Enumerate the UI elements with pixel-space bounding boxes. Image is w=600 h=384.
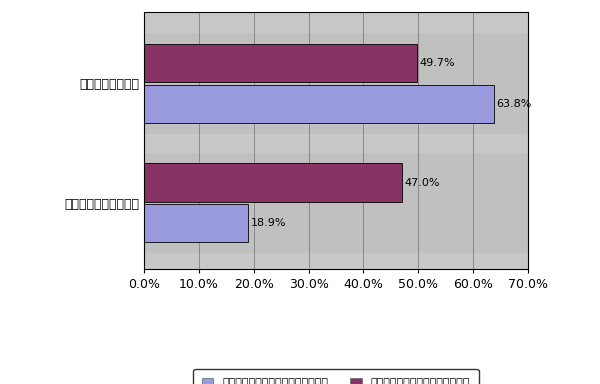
Bar <box>144 84 494 123</box>
Legend: 心の疲弊感を感じていないグループ, 心の疲弊感を感じているグループ: 心の疲弊感を感じていないグループ, 心の疲弊感を感じているグループ <box>193 369 479 384</box>
Bar <box>144 153 528 253</box>
Text: 18.9%: 18.9% <box>250 218 286 228</box>
Bar <box>144 44 416 82</box>
Text: 49.7%: 49.7% <box>419 58 455 68</box>
Bar <box>144 204 248 242</box>
Text: 63.8%: 63.8% <box>497 99 532 109</box>
Bar <box>144 33 528 134</box>
Text: 47.0%: 47.0% <box>404 178 440 188</box>
Bar <box>144 164 402 202</box>
